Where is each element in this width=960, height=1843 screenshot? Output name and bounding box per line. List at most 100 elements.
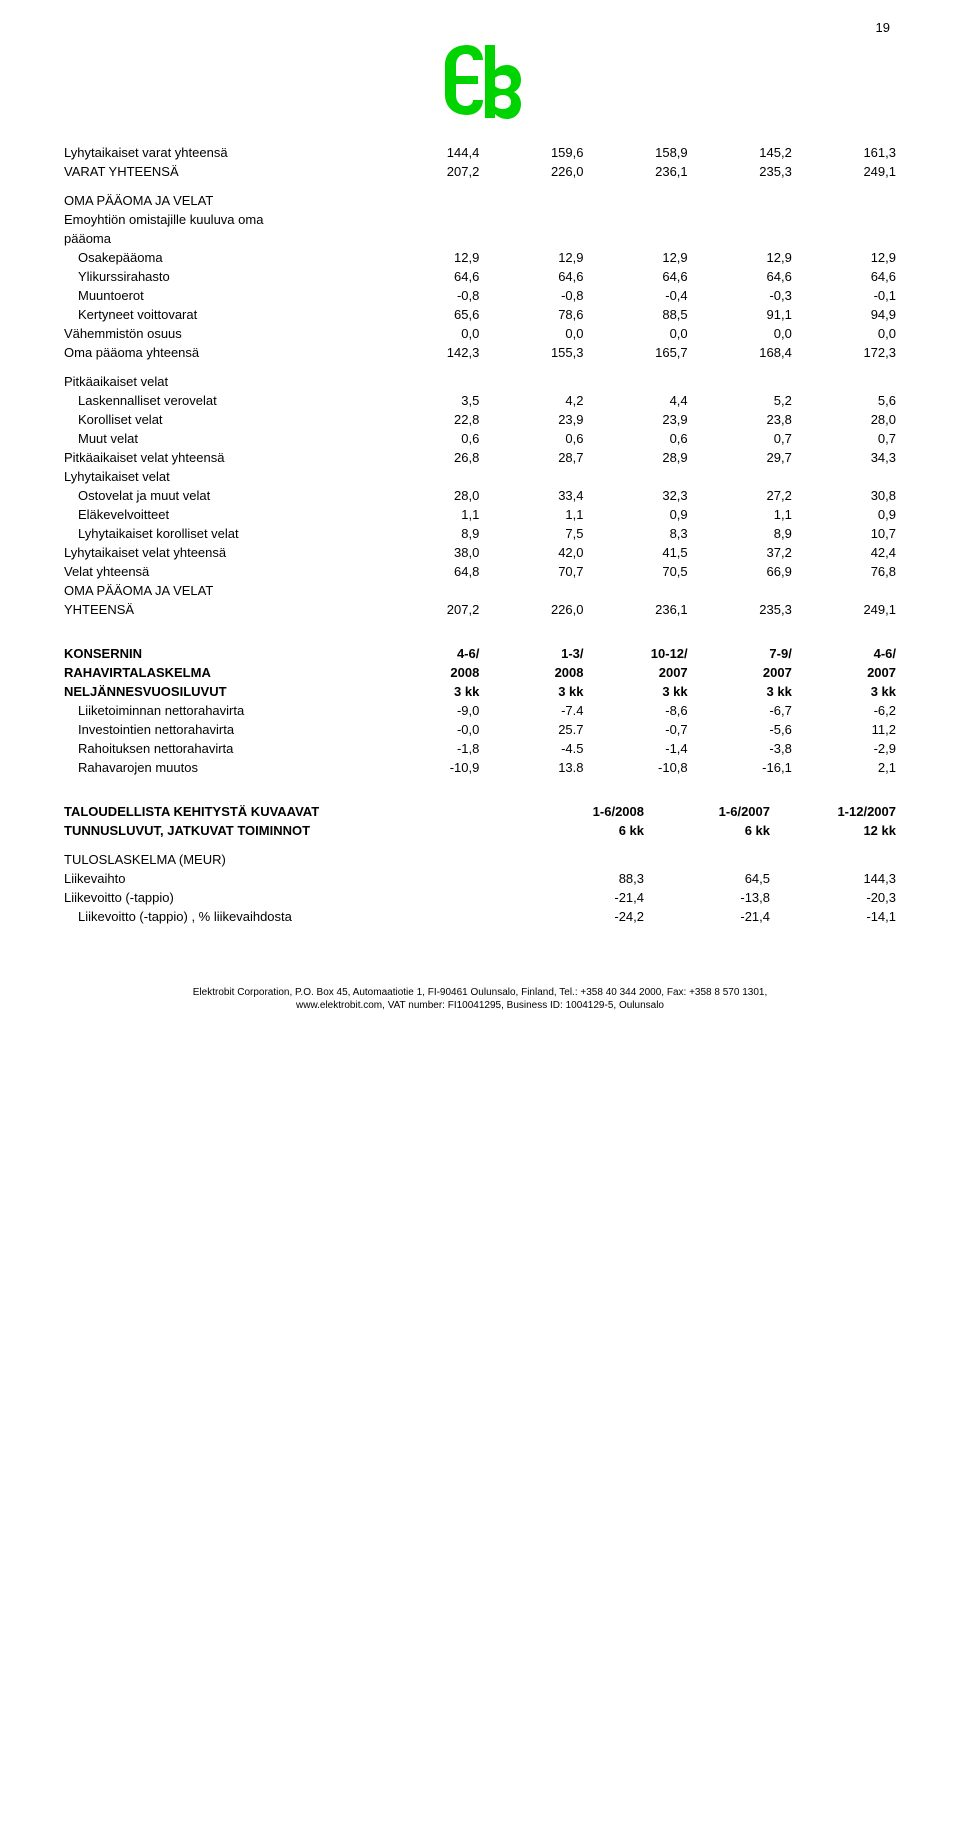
cell-value: 42,4 xyxy=(796,543,900,562)
header-value: 3 kk xyxy=(692,682,796,701)
cell-value: 66,9 xyxy=(692,562,796,581)
cell-value xyxy=(379,181,483,210)
cell-value: 34,3 xyxy=(796,448,900,467)
cell-value: 159,6 xyxy=(483,143,587,162)
row-label: Muut velat xyxy=(60,429,379,448)
cell-value: -6,2 xyxy=(796,701,900,720)
cell-value xyxy=(692,181,796,210)
cell-value xyxy=(379,467,483,486)
cell-value: 32,3 xyxy=(588,486,692,505)
cell-value: -21,4 xyxy=(648,907,774,926)
cell-value: 0,7 xyxy=(692,429,796,448)
cell-value: -0,8 xyxy=(483,286,587,305)
header-value: 4-6/ xyxy=(379,644,483,663)
cell-value xyxy=(483,210,587,229)
cell-value: -10,8 xyxy=(588,758,692,777)
header-value: 3 kk xyxy=(796,682,900,701)
header-value: 6 kk xyxy=(522,821,648,840)
cell-value xyxy=(379,229,483,248)
cell-value: -3,8 xyxy=(692,739,796,758)
key-figures-table: TALOUDELLISTA KEHITYSTÄ KUVAAVAT1-6/2008… xyxy=(60,802,900,926)
cell-value: 28,0 xyxy=(796,410,900,429)
row-label: Laskennalliset verovelat xyxy=(60,391,379,410)
cell-value: -24,2 xyxy=(522,907,648,926)
cell-value: 1,1 xyxy=(483,505,587,524)
cell-value: 5,6 xyxy=(796,391,900,410)
cell-value: 64,6 xyxy=(796,267,900,286)
cell-value: 8,9 xyxy=(379,524,483,543)
header-value: 6 kk xyxy=(648,821,774,840)
cell-value: 0,0 xyxy=(483,324,587,343)
header-value: 2007 xyxy=(796,663,900,682)
cell-value: 76,8 xyxy=(796,562,900,581)
cell-value xyxy=(483,581,587,600)
cell-value: 26,8 xyxy=(379,448,483,467)
cell-value: 226,0 xyxy=(483,162,587,181)
row-label: Pitkäaikaiset velat yhteensä xyxy=(60,448,379,467)
cell-value: 142,3 xyxy=(379,343,483,362)
header-value: 12 kk xyxy=(774,821,900,840)
cell-value xyxy=(796,229,900,248)
cell-value xyxy=(692,229,796,248)
cell-value: 65,6 xyxy=(379,305,483,324)
cell-value xyxy=(588,210,692,229)
cell-value: 0,9 xyxy=(796,505,900,524)
cell-value: 4,4 xyxy=(588,391,692,410)
header-value: 1-6/2008 xyxy=(522,802,648,821)
row-label: Liikevoitto (-tappio) , % liikevaihdosta xyxy=(60,907,522,926)
cell-value: -2,9 xyxy=(796,739,900,758)
cell-value xyxy=(648,840,774,869)
cell-value xyxy=(796,362,900,391)
cell-value: -6,7 xyxy=(692,701,796,720)
row-label: Ostovelat ja muut velat xyxy=(60,486,379,505)
header-value: 1-12/2007 xyxy=(774,802,900,821)
cell-value: -1,4 xyxy=(588,739,692,758)
cell-value: -1,8 xyxy=(379,739,483,758)
header-value: 2008 xyxy=(483,663,587,682)
cell-value: -20,3 xyxy=(774,888,900,907)
cell-value: 207,2 xyxy=(379,600,483,619)
cell-value: -0,1 xyxy=(796,286,900,305)
row-label: YHTEENSÄ xyxy=(60,600,379,619)
cell-value: 28,7 xyxy=(483,448,587,467)
cell-value: 23,8 xyxy=(692,410,796,429)
cell-value xyxy=(692,210,796,229)
cell-value: -8,6 xyxy=(588,701,692,720)
cell-value: 64,6 xyxy=(588,267,692,286)
header-value: 3 kk xyxy=(379,682,483,701)
cell-value: 249,1 xyxy=(796,600,900,619)
header-value: 2008 xyxy=(379,663,483,682)
cell-value: 70,7 xyxy=(483,562,587,581)
row-label: Lyhytaikaiset korolliset velat xyxy=(60,524,379,543)
cell-value xyxy=(796,181,900,210)
header-value: 10-12/ xyxy=(588,644,692,663)
cell-value: 5,2 xyxy=(692,391,796,410)
header-label: TALOUDELLISTA KEHITYSTÄ KUVAAVAT xyxy=(60,802,522,821)
cell-value: 155,3 xyxy=(483,343,587,362)
logo xyxy=(60,40,900,123)
cell-value: -16,1 xyxy=(692,758,796,777)
cell-value: 88,5 xyxy=(588,305,692,324)
row-label: pääoma xyxy=(60,229,379,248)
cell-value: 161,3 xyxy=(796,143,900,162)
cell-value: 235,3 xyxy=(692,600,796,619)
cell-value: 0,0 xyxy=(379,324,483,343)
header-value: 2007 xyxy=(692,663,796,682)
cell-value: 91,1 xyxy=(692,305,796,324)
cell-value: 249,1 xyxy=(796,162,900,181)
cell-value: 226,0 xyxy=(483,600,587,619)
cell-value: 64,8 xyxy=(379,562,483,581)
cell-value xyxy=(483,467,587,486)
cell-value: -21,4 xyxy=(522,888,648,907)
row-label: Eläkevelvoitteet xyxy=(60,505,379,524)
cell-value: 144,4 xyxy=(379,143,483,162)
header-label: KONSERNIN xyxy=(60,644,379,663)
page-number: 19 xyxy=(876,20,890,35)
row-label: OMA PÄÄOMA JA VELAT xyxy=(60,181,379,210)
cell-value: 12,9 xyxy=(379,248,483,267)
cell-value: -5,6 xyxy=(692,720,796,739)
cell-value: 0,9 xyxy=(588,505,692,524)
cell-value: -0,8 xyxy=(379,286,483,305)
row-label: OMA PÄÄOMA JA VELAT xyxy=(60,581,379,600)
cell-value: 12,9 xyxy=(483,248,587,267)
